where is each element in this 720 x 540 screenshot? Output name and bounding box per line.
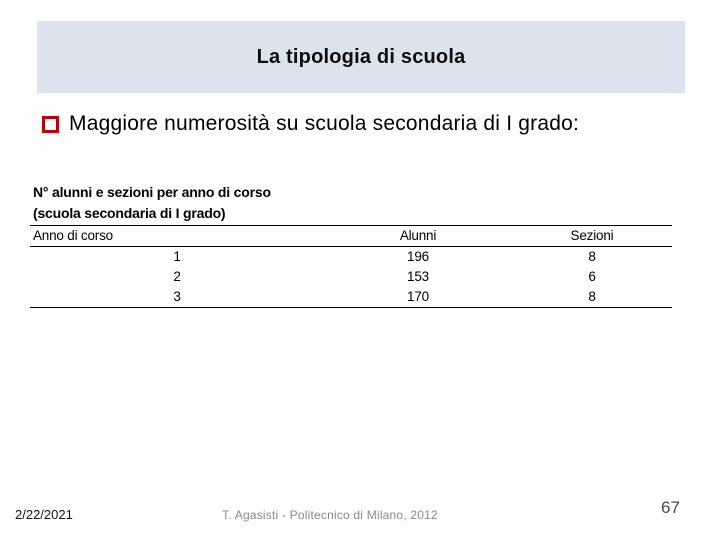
footer-page-number: 67 [661,498,680,517]
column-header-sezioni: Sezioni [570,228,614,243]
column-header-alunni: Alunni [399,228,437,243]
table-row: 3 170 8 [30,287,672,307]
cell-sezioni: 8 [588,249,596,264]
cell-sezioni: 6 [588,269,596,284]
red-square-bullet-icon [42,116,59,133]
cell-sezioni: 8 [588,289,596,304]
bullet-text: Maggiore numerosità su scuola secondaria… [69,112,580,135]
bullet-line: Maggiore numerosità su scuola secondaria… [42,112,579,136]
table-row: 1 196 8 [30,247,672,267]
slide-title-band: La tipologia di scuola [37,21,685,93]
table-row: 2 153 6 [30,267,672,287]
table-header-row: Anno di corso Alunni Sezioni [30,225,672,247]
cell-alunni: 153 [407,269,429,284]
cell-anno: 3 [173,289,181,304]
column-header-anno: Anno di corso [33,228,113,243]
cell-anno: 1 [173,249,181,264]
table-caption-line2: (scuola secondaria di I grado) [33,205,226,221]
data-table: N° alunni e sezioni per anno di corso (s… [30,182,672,308]
cell-anno: 2 [173,269,181,284]
cell-alunni: 170 [407,289,429,304]
page-title: La tipologia di scuola [256,45,466,68]
footer-date: 2/22/2021 [15,507,73,522]
table-body: 1 196 8 2 153 6 3 170 8 [30,247,672,308]
table-caption-line1: N° alunni e sezioni per anno di corso [33,184,271,200]
footer-credit: T. Agasisti - Politecnico di Milano, 201… [222,508,438,522]
cell-alunni: 196 [407,249,429,264]
